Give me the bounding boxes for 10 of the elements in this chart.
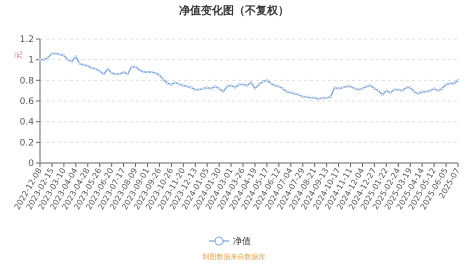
y-tick-label: 1.2 [20, 35, 34, 45]
chart-title: 净值变化图（不复权） [179, 4, 289, 17]
y-tick-label: 1 [28, 56, 34, 66]
y-axis-title: 元 [14, 51, 23, 59]
y-tick-label: 0.8 [20, 76, 34, 86]
y-tick-label: 0.4 [20, 118, 34, 128]
y-tick-label: 0 [28, 159, 34, 169]
y-tick-label: 0.6 [20, 97, 34, 107]
legend-label: 净值 [233, 236, 251, 247]
y-tick-label: 0.2 [20, 138, 34, 148]
